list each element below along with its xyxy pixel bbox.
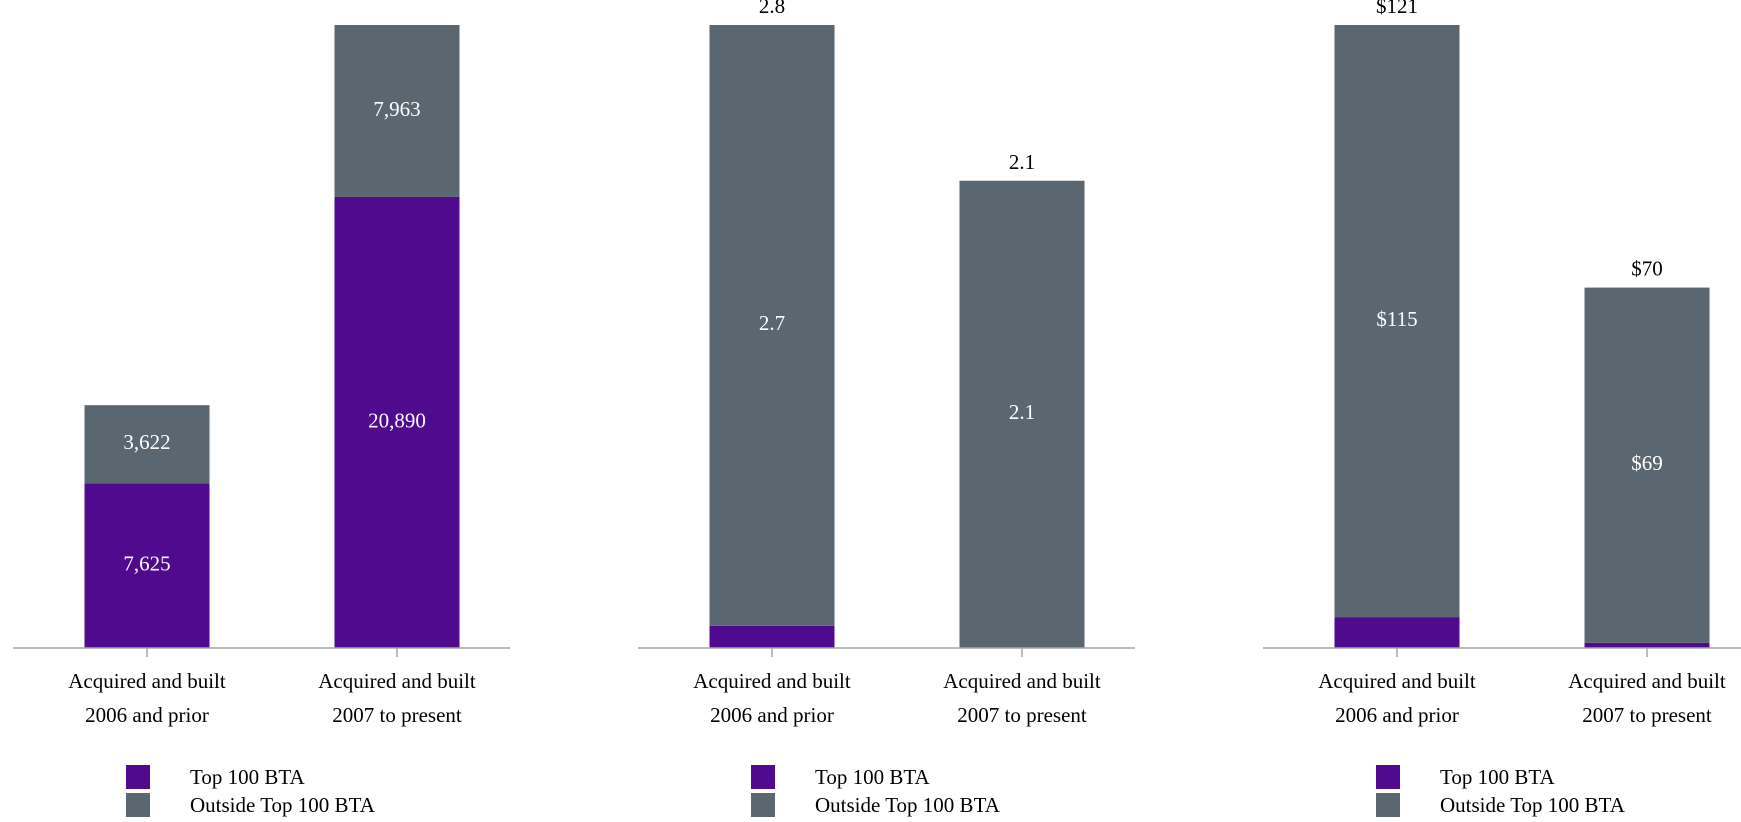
bar-segment-outside [709,25,835,626]
data-label: 2.1 [1009,400,1035,424]
legend-swatch-outside [751,793,775,817]
category-label: Acquired and built [1568,669,1726,693]
category-label: 2006 and prior [85,703,209,727]
category-label: 2006 and prior [710,703,834,727]
bar-segment-top100 [334,196,460,648]
total-label: $70 [1631,257,1663,281]
bar-segment-top100 [84,483,210,648]
legend-label: Top 100 BTA [815,765,931,789]
chart-panel-3: $115 $121 Acquired and built 2006 and prior… [1263,0,1741,817]
category-label: 2007 to present [1582,703,1712,727]
bar-segment-top100 [709,625,835,648]
legend-label: Outside Top 100 BTA [815,793,1001,817]
legend-swatch-top100 [751,765,775,789]
legend-swatch-outside [126,793,150,817]
category-label: 2007 to present [957,703,1087,727]
total-label: $121 [1376,0,1418,18]
data-label: $69 [1631,451,1663,475]
data-label: 20,890 [368,408,426,432]
legend-label: Top 100 BTA [190,765,306,789]
category-label: Acquired and built [943,669,1101,693]
legend-label: Top 100 BTA [1440,765,1556,789]
category-label: Acquired and built [318,669,476,693]
legend-label: Outside Top 100 BTA [190,793,376,817]
category-label: Acquired and built [693,669,851,693]
category-label: 2007 to present [332,703,462,727]
bar-segment-top100 [1334,617,1460,648]
category-label: Acquired and built [68,669,226,693]
bar-segment-outside [84,405,210,484]
category-label: 2006 and prior [1335,703,1459,727]
data-label: 2.7 [759,311,785,335]
data-label: $115 [1376,307,1417,331]
total-label: 2.8 [759,0,785,18]
legend-swatch-outside [1376,793,1400,817]
bar-segment-outside [959,180,1085,648]
data-label: 3,622 [123,430,170,454]
total-label: 2.1 [1009,150,1035,174]
legend-label: Outside Top 100 BTA [1440,793,1626,817]
bar-segment-top100 [1584,642,1710,648]
chart-panel-1: 7,625 3,622 Acquired and built 2006 and pri… [13,25,510,817]
bar-segment-outside [1334,25,1460,618]
legend-swatch-top100 [1376,765,1400,789]
data-label: 7,963 [373,97,420,121]
category-label: Acquired and built [1318,669,1476,693]
bar-segment-outside [334,25,460,197]
data-label: 7,625 [123,551,170,575]
chart-panel-2: 2.7 2.8 Acquired and built 2006 and prior 2.… [638,0,1135,817]
bar-segment-outside [1584,287,1710,643]
legend-swatch-top100 [126,765,150,789]
